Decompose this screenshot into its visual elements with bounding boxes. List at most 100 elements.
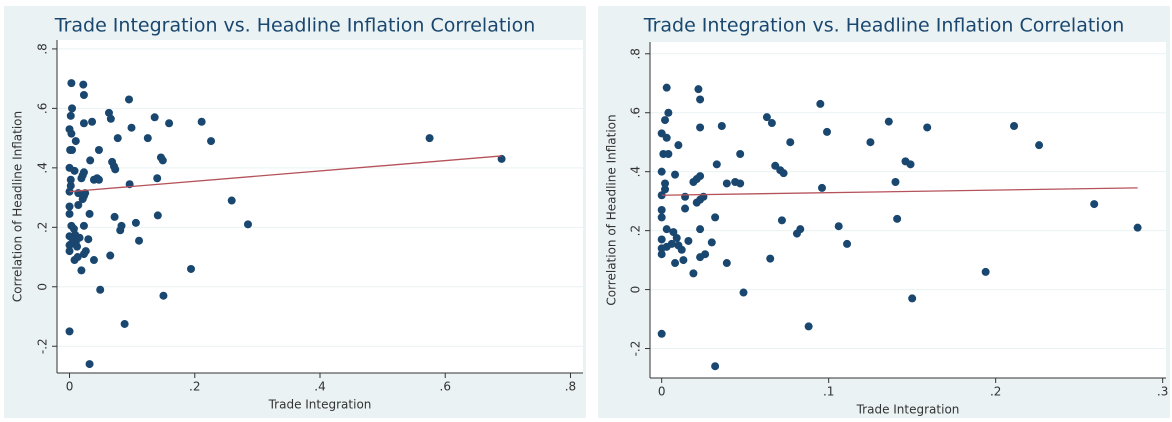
scatter-point — [866, 138, 875, 147]
scatter-point — [159, 291, 168, 300]
scatter-point — [843, 239, 852, 248]
scatter-point — [906, 160, 915, 169]
scatter-point — [131, 218, 140, 227]
scatter-point — [717, 122, 726, 130]
scatter-point — [664, 150, 673, 158]
scatter-point — [818, 183, 826, 192]
scatter-point — [106, 251, 115, 260]
scatter-point — [79, 91, 88, 100]
scatter-point — [657, 206, 666, 214]
scatter-point — [67, 79, 76, 88]
scatter-point — [197, 117, 206, 126]
scatter-point — [891, 178, 900, 186]
y-tick-label: 0 — [629, 286, 643, 294]
scatter-point — [65, 209, 74, 218]
scatter-point — [66, 111, 75, 120]
y-axis-label: Correlation of Headline Inflation — [605, 114, 619, 305]
scatter-point — [908, 294, 917, 303]
scatter-point — [207, 137, 216, 146]
scatter-point — [766, 254, 775, 263]
scatter-point — [657, 167, 666, 176]
scatter-point — [86, 156, 95, 165]
scatter-point — [736, 179, 745, 188]
scatter-point — [68, 146, 77, 155]
scatter-point — [661, 116, 670, 125]
scatter-point — [497, 154, 506, 163]
y-tick-label: -.2 — [36, 338, 50, 354]
scatter-point — [662, 83, 671, 92]
scatter-point — [1090, 200, 1099, 209]
scatter-point — [150, 113, 159, 122]
scatter-point — [657, 329, 666, 338]
chart-title: Trade Integration vs. Headline Inflation… — [643, 15, 1124, 37]
scatter-point — [893, 214, 902, 223]
plot-area — [650, 42, 1166, 378]
scatter-point — [711, 213, 720, 222]
scatter-point — [77, 266, 86, 275]
scatter-point — [823, 127, 832, 136]
scatter-point — [722, 179, 731, 188]
scatter-point — [66, 181, 75, 190]
scatter-point — [153, 174, 162, 183]
scatter-point — [684, 236, 693, 245]
scatter-point — [425, 134, 434, 143]
scatter-point — [65, 247, 74, 256]
scatter-point — [796, 225, 805, 234]
scatter-point — [696, 95, 705, 104]
scatter-point — [125, 95, 134, 104]
scatter-point — [657, 235, 666, 244]
scatter-point — [89, 256, 98, 265]
y-tick-label: .2 — [629, 225, 643, 236]
scatter-point — [694, 85, 703, 94]
scatter-point — [88, 117, 97, 126]
scatter-point — [712, 160, 721, 169]
scatter-point — [672, 234, 681, 242]
x-tick-label: .6 — [440, 380, 451, 394]
scatter-point — [1035, 141, 1044, 150]
scatter-point — [143, 134, 152, 143]
scatter-point — [677, 245, 686, 254]
x-tick-label: .2 — [189, 380, 200, 394]
y-tick-label: .6 — [36, 103, 50, 114]
scatter-point — [786, 138, 795, 147]
scatter-point — [81, 247, 90, 256]
x-axis-label: Trade Integration — [856, 403, 960, 417]
scatter-point — [227, 196, 236, 205]
x-tick-label: 0 — [658, 385, 666, 399]
scatter-point — [661, 179, 670, 188]
scatter-point — [74, 201, 83, 210]
scatter-point — [70, 166, 79, 175]
scatter-point — [65, 327, 74, 336]
scatter-point — [739, 288, 748, 297]
scatter-point — [671, 170, 680, 179]
scatter-point — [187, 264, 196, 273]
scatter-point — [84, 235, 93, 244]
x-tick-label: .4 — [314, 380, 325, 394]
scatter-point — [711, 362, 720, 371]
y-tick-label: .2 — [36, 222, 50, 233]
scatter-point — [657, 213, 666, 222]
scatter-point — [689, 269, 698, 278]
scatter-point — [981, 267, 990, 276]
scatter-point — [120, 319, 129, 328]
scatter-point — [73, 242, 82, 251]
scatter-point — [79, 168, 88, 177]
y-tick-label: .4 — [629, 166, 643, 177]
x-tick-label: .3 — [1157, 385, 1168, 399]
y-tick-label: .8 — [629, 48, 643, 59]
scatter-point — [923, 123, 932, 132]
scatter-point — [671, 259, 680, 268]
scatter-point — [85, 209, 94, 218]
plot-area — [57, 40, 583, 373]
scatter-point — [153, 211, 162, 220]
scatter-point — [679, 256, 688, 265]
scatter-point — [79, 119, 88, 128]
y-tick-label: -.2 — [629, 341, 643, 357]
y-tick-label: 0 — [36, 283, 50, 291]
scatter-point — [75, 233, 84, 242]
scatter-point — [106, 114, 115, 123]
scatter-point — [696, 123, 705, 132]
scatter-point — [158, 156, 167, 165]
y-tick-label: .6 — [629, 107, 643, 118]
